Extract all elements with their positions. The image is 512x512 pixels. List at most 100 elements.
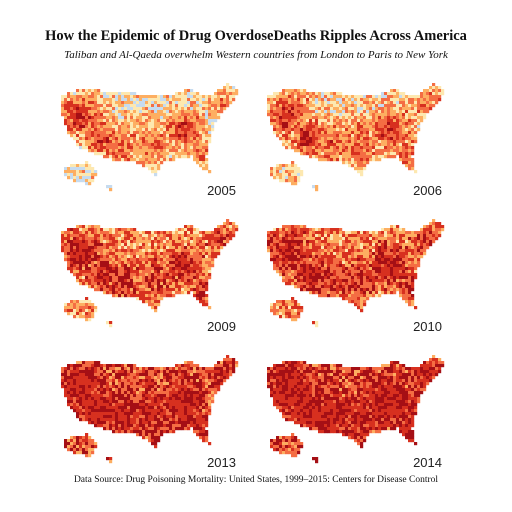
county-cell [157,167,161,171]
county-cell [91,101,95,105]
county-cell [381,240,385,244]
county-cell [178,255,182,259]
county-cell [217,225,221,229]
county-cell [417,243,421,247]
county-cell [103,234,107,238]
county-cell [193,119,197,123]
county-cell [366,152,370,156]
county-cell [378,279,382,283]
county-cell [363,161,367,165]
county-cell [106,231,110,235]
county-cell [70,92,74,96]
county-cell [303,228,307,232]
county-cell [384,119,388,123]
county-cell [285,128,289,132]
county-cell [202,164,206,168]
county-cell [154,270,158,274]
county-cell [354,98,358,102]
county-cell [187,364,191,368]
county-cell [154,161,158,165]
county-cell [333,98,337,102]
county-cell [160,104,164,108]
county-cell [208,119,212,123]
county-cell [399,107,403,111]
county-cell [429,92,433,96]
county-cell [115,107,119,111]
county-cell [199,300,203,304]
county-cell [130,264,134,268]
county-cell [205,282,209,286]
county-cell [94,146,98,150]
county-cell [327,273,331,277]
county-cell [118,246,122,250]
county-cell [357,303,361,307]
county-cell [318,261,322,265]
county-cell [196,237,200,241]
county-cell [294,273,298,277]
county-cell [196,285,200,289]
county-cell [88,267,92,271]
county-cell [285,110,289,114]
county-cell [357,131,361,135]
county-cell [103,258,107,262]
county-cell [273,131,277,135]
county-cell [291,131,295,135]
county-cell [273,249,277,253]
county-cell [288,143,292,147]
county-cell [390,113,394,117]
county-cell [330,128,334,132]
county-cell [73,231,77,235]
county-cell [94,252,98,256]
county-cell [384,149,388,153]
county-cell [315,246,319,250]
county-cell [327,243,331,247]
county-cell [112,370,116,374]
county-cell [438,234,442,238]
county-cell [124,228,128,232]
county-cell [190,255,194,259]
county-cell [270,95,274,99]
county-cell [169,243,173,247]
county-cell [82,306,86,310]
county-cell [423,252,427,256]
county-cell [76,113,80,117]
county-cell [79,179,83,183]
county-cell [393,104,397,108]
county-cell [291,282,295,286]
county-cell [145,155,149,159]
county-cell [411,264,415,268]
county-cell [306,134,310,138]
county-cell [94,225,98,229]
county-cell [411,110,415,114]
county-cell [187,246,191,250]
county-cell [324,98,328,102]
county-cell [97,104,101,108]
county-cell [67,128,71,132]
county-cell [303,225,307,229]
county-cell [309,243,313,247]
county-cell [229,364,233,368]
county-cell [276,267,280,271]
county-cell [327,131,331,135]
county-cell [363,146,367,150]
county-cell [109,113,113,117]
county-cell [160,101,164,105]
county-cell [163,276,167,280]
county-cell [94,243,98,247]
county-cell [88,255,92,259]
county-cell [342,104,346,108]
county-cell [351,294,355,298]
county-cell [294,116,298,120]
county-cell [148,249,152,253]
county-cell [109,143,113,147]
county-cell [211,104,215,108]
county-cell [67,364,71,368]
county-cell [211,128,215,132]
county-cell [408,149,412,153]
county-cell [312,270,316,274]
county-cell [172,149,176,153]
county-cell [357,170,361,174]
county-cell [387,285,391,289]
county-cell [178,146,182,150]
county-cell [169,270,173,274]
